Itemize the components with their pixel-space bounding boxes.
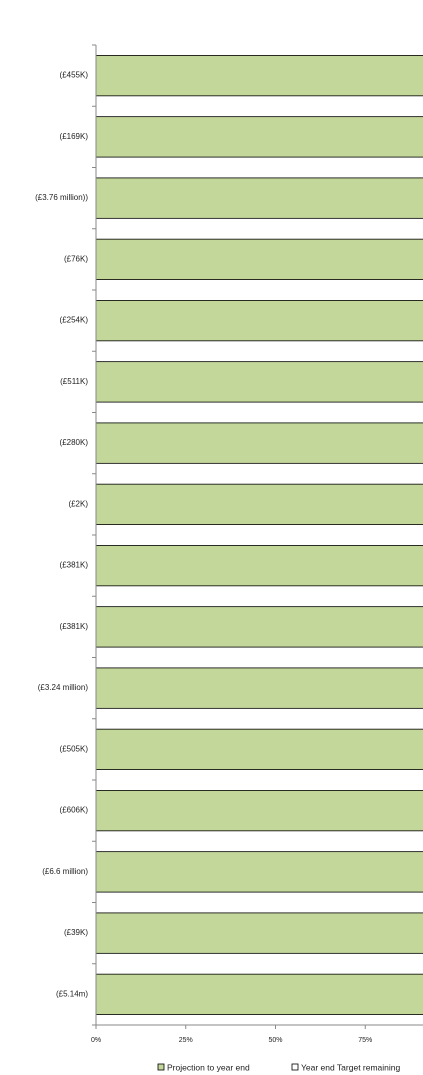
y-tick-label: (£5.14m) <box>56 989 88 998</box>
y-tick-label: (£254K) <box>60 316 89 325</box>
bar <box>95 300 423 342</box>
bar <box>95 116 423 158</box>
legend-swatch <box>157 1063 165 1071</box>
y-tick-label: (£3.24 million) <box>38 683 89 692</box>
legend-swatch <box>291 1063 299 1071</box>
y-tick-label: (£606K) <box>60 806 89 815</box>
y-tick-label: (£76K) <box>64 254 88 263</box>
y-tick-label: (£3.76 million)) <box>35 193 88 202</box>
bar <box>95 483 423 525</box>
bar <box>95 545 423 587</box>
y-tick-label: (£455K) <box>60 71 89 80</box>
y-tick-label: (£2K) <box>68 499 88 508</box>
y-tick-label: (£381K) <box>60 622 89 631</box>
bar <box>95 177 423 219</box>
y-tick-label: (£511K) <box>60 377 88 386</box>
y-tick-label: (£169K) <box>60 132 89 141</box>
bar <box>95 728 423 770</box>
bar <box>95 606 423 648</box>
x-tick-label: 25% <box>179 1037 193 1044</box>
bar <box>95 667 423 709</box>
bar <box>95 55 423 97</box>
bar <box>95 790 423 832</box>
y-tick-label: (£39K) <box>64 928 88 937</box>
bar <box>95 422 423 464</box>
bar <box>95 851 423 893</box>
y-tick-label: (£6.6 million) <box>42 867 88 876</box>
bar <box>95 238 423 280</box>
y-tick-label: (£505K) <box>60 744 89 753</box>
bar <box>95 973 423 1015</box>
x-tick-label: 0% <box>91 1037 101 1044</box>
legend-label: Projection to year end <box>167 1062 250 1072</box>
bar <box>95 912 423 954</box>
legend-label: Year end Target remaining <box>301 1062 401 1072</box>
x-tick-label: 50% <box>268 1037 282 1044</box>
y-tick-label: (£381K) <box>60 561 89 570</box>
bar <box>95 361 423 403</box>
y-tick-label: (£280K) <box>60 438 89 447</box>
x-tick-label: 75% <box>358 1037 372 1044</box>
